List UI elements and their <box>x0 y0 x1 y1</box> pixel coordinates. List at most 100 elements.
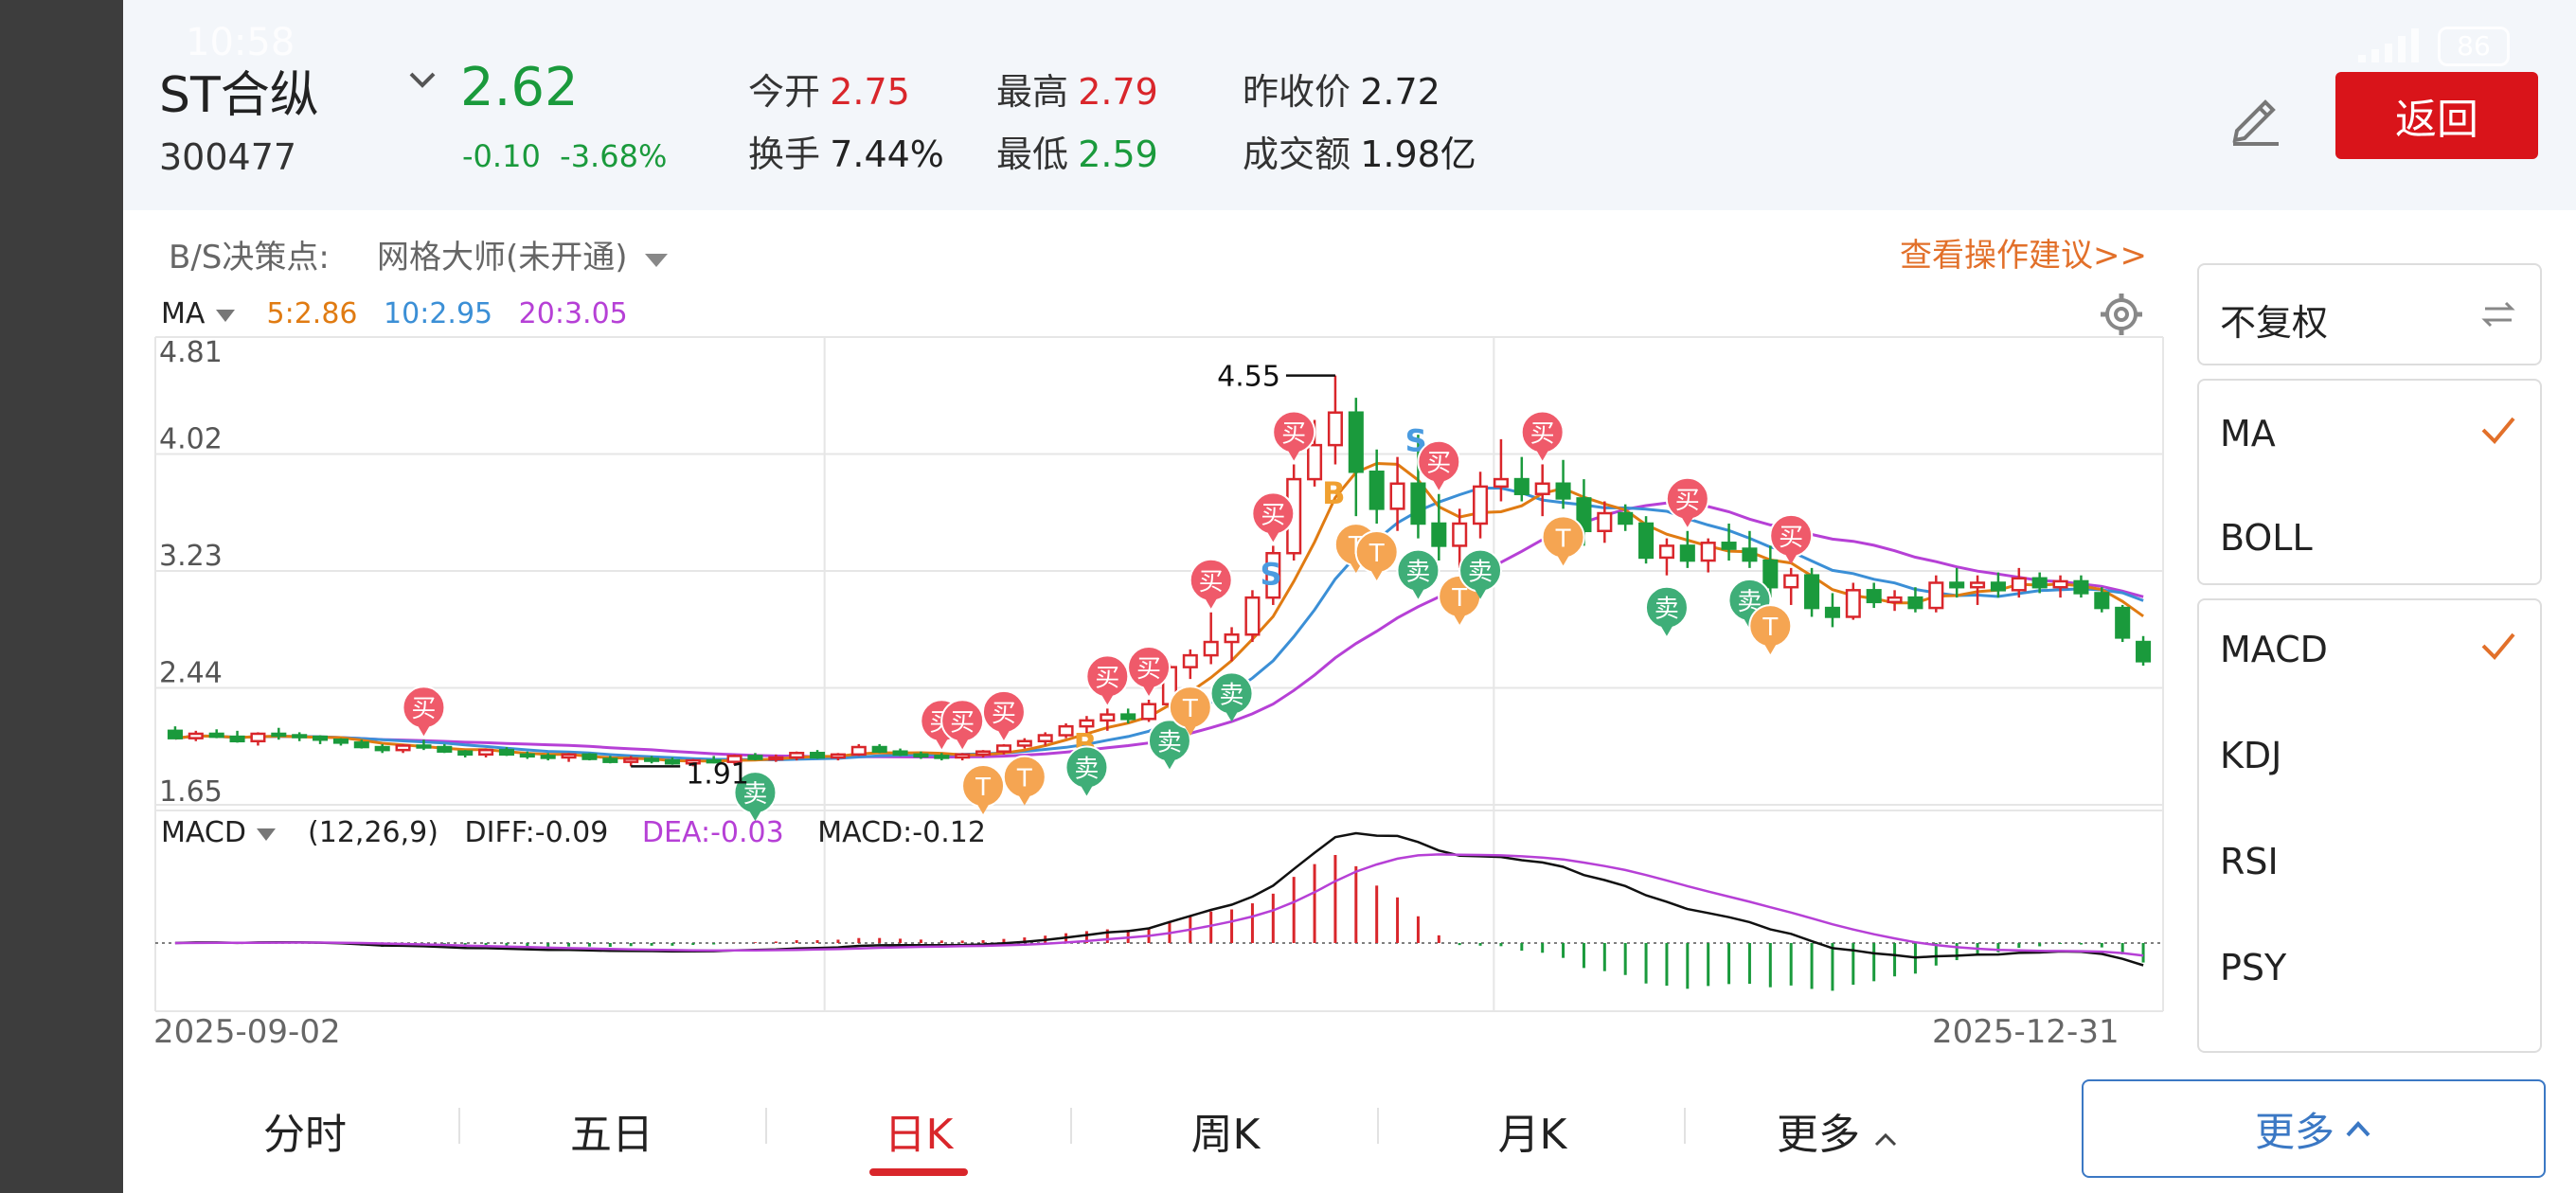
chevron-down-icon[interactable] <box>405 68 439 95</box>
t-signal-marker: T <box>1168 686 1212 737</box>
indicator-macd[interactable]: MACD <box>2220 629 2328 670</box>
settings-gear-icon[interactable] <box>2099 292 2144 337</box>
tab-five-day[interactable]: 五日 <box>570 1111 653 1159</box>
svg-text:买: 买 <box>1136 655 1161 684</box>
quote-field-prev-close: 昨收价 2.72 <box>1243 62 1440 115</box>
indicator-rsi[interactable]: RSI <box>2220 841 2279 882</box>
macd-legend[interactable]: MACD (12,26,9) DIFF:-0.09 DEA:-0.03 MACD… <box>161 816 986 849</box>
tab-daily-k[interactable]: 日K <box>884 1111 954 1159</box>
field-label: 换手 <box>748 134 821 175</box>
field-label: 成交额 <box>1243 134 1351 175</box>
advice-link[interactable]: 查看操作建议>> <box>1900 237 2147 275</box>
candle-body <box>416 744 432 749</box>
field-value: 1.98亿 <box>1360 134 1476 175</box>
ma-legend-label: MA <box>161 297 206 330</box>
candle-body <box>1638 522 1655 560</box>
candle-body <box>2052 579 2068 589</box>
svg-text:买: 买 <box>1261 501 1285 529</box>
svg-text:买: 买 <box>992 700 1016 728</box>
ma20-line <box>174 501 2144 759</box>
t-signal-marker: T <box>1333 523 1378 574</box>
svg-text:T: T <box>1368 540 1385 568</box>
tab-divider <box>458 1108 460 1144</box>
svg-text:买: 买 <box>929 708 954 737</box>
pencil-icon[interactable] <box>2226 87 2286 148</box>
candle-body <box>1389 482 1405 510</box>
x-axis-start-date: 2025-09-02 <box>153 1013 341 1051</box>
back-button[interactable]: 返回 <box>2335 72 2538 159</box>
grid-master-dropdown[interactable]: 网格大师(未开通) <box>377 231 670 277</box>
buy-signal-marker: 买 <box>1251 491 1296 543</box>
sub-indicator-panel: MACD KDJ RSI PSY <box>2197 598 2542 1053</box>
indicator-boll[interactable]: BOLL <box>2220 517 2313 559</box>
candle-body <box>602 757 618 763</box>
candle-body <box>934 755 950 759</box>
tab-more[interactable]: 更多 <box>1733 1100 1941 1161</box>
low-marker-label: 1.91 <box>686 757 749 791</box>
field-value: 2.59 <box>1078 134 1158 175</box>
candle-body <box>768 756 784 761</box>
candle-body <box>1016 739 1032 747</box>
svg-text:T: T <box>1762 614 1778 642</box>
candle-body <box>1721 542 1737 550</box>
candle-body <box>1141 703 1157 721</box>
candle-body <box>1100 713 1116 722</box>
candle-body <box>1866 589 1882 604</box>
ma-legend[interactable]: MA 5:2.86 10:2.95 20:3.05 <box>161 297 628 330</box>
field-label: 最高 <box>996 71 1069 113</box>
svg-text:买: 买 <box>1095 664 1119 692</box>
t-signal-marker: T <box>1541 515 1585 566</box>
y-tick-label: 2.44 <box>159 657 223 690</box>
battery-level: 86 <box>2457 30 2491 62</box>
candle-body <box>1203 640 1219 657</box>
indicator-ma[interactable]: MA <box>2220 413 2276 454</box>
svg-text:T: T <box>1182 695 1198 723</box>
buy-signal-marker: 买 <box>940 699 985 750</box>
y-tick-label: 4.02 <box>159 423 223 456</box>
adjust-label: 不复权 <box>2220 302 2329 344</box>
signal-icon <box>2354 28 2430 62</box>
candle-body <box>2115 606 2131 639</box>
stock-name[interactable]: ST合纵 <box>159 67 319 124</box>
quote-field-turnover: 换手 7.44% <box>748 125 944 177</box>
t-signal-marker: T <box>1002 755 1046 806</box>
candle-body <box>1990 581 2006 592</box>
candle-body <box>1161 666 1177 705</box>
candle-body <box>167 729 183 739</box>
candle-body <box>1804 574 1820 610</box>
svg-text:卖: 卖 <box>742 780 767 809</box>
sell-signal-marker: 卖 <box>1209 671 1254 722</box>
bs-decision-label: B/S决策点: <box>169 239 330 276</box>
current-price: 2.62 <box>460 57 579 118</box>
candle-body <box>1473 485 1489 525</box>
candle-body <box>1928 581 1944 610</box>
candle-body <box>1824 606 1840 618</box>
field-label: 昨收价 <box>1243 71 1351 113</box>
adjust-selector[interactable]: 不复权 <box>2197 263 2542 365</box>
ma10-value: 10:2.95 <box>384 297 493 330</box>
price-change: -0.10 -3.68% <box>462 138 668 174</box>
indicator-psy[interactable]: PSY <box>2220 947 2287 988</box>
candle-body <box>1410 482 1426 525</box>
candle-body <box>581 753 598 760</box>
candle-body <box>1845 589 1861 618</box>
candle-body <box>313 735 329 741</box>
tab-intraday[interactable]: 分时 <box>263 1111 347 1159</box>
buy-signal-marker: 买 <box>1085 654 1130 705</box>
indicator-kdj[interactable]: KDJ <box>2220 735 2282 776</box>
tab-weekly-k[interactable]: 周K <box>1190 1111 1261 1159</box>
tab-monthly-k[interactable]: 月K <box>1497 1111 1567 1159</box>
more-indicators-button[interactable]: 更多 <box>2082 1079 2546 1178</box>
candle-body <box>208 732 224 739</box>
checkmark-icon <box>2481 417 2515 444</box>
macd-legend-label: MACD <box>161 816 246 849</box>
candle-body <box>1679 544 1695 562</box>
chevron-up-icon <box>1874 1132 1897 1147</box>
caret-down-icon <box>257 828 277 841</box>
svg-text:T: T <box>1451 584 1467 613</box>
buy-signal-marker: 买 <box>1665 476 1709 527</box>
buy-signal-marker: 买 <box>1520 410 1565 461</box>
candle-body <box>2011 577 2027 592</box>
sell-signal-marker: 卖 <box>1727 578 1772 629</box>
active-tab-indicator <box>869 1168 968 1176</box>
